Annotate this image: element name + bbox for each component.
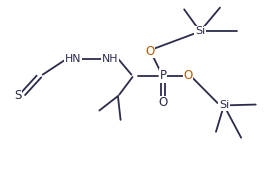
Text: Si: Si [219,100,229,110]
Text: P: P [160,69,166,82]
Text: Si: Si [195,27,205,36]
Text: HN: HN [65,54,81,64]
Text: S: S [14,89,22,102]
Text: O: O [158,96,167,109]
Text: NH: NH [102,54,118,64]
Text: O: O [145,45,154,57]
Text: O: O [184,69,193,82]
